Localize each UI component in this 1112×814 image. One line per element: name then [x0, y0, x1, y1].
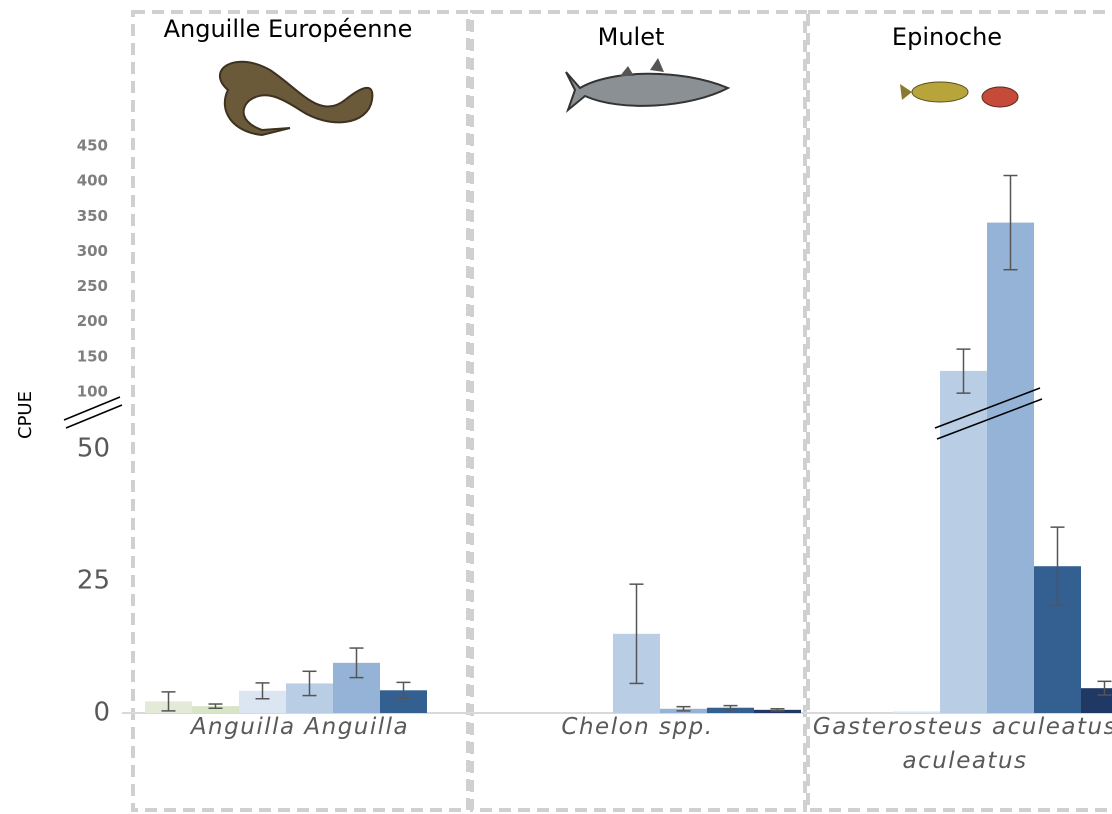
- error-bar: [629, 583, 644, 685]
- y-tick-label: 0: [93, 698, 110, 728]
- y-tick-label: 25: [77, 566, 110, 596]
- y-tick-label: 150: [77, 347, 108, 365]
- panel-frame: [131, 10, 470, 812]
- bar: [893, 711, 940, 713]
- y-tick-label: 50: [77, 434, 110, 464]
- error-bar: [396, 681, 411, 699]
- error-bar: [255, 682, 270, 700]
- stickleback-image: [981, 86, 1019, 108]
- panel-title: Mulet: [598, 23, 665, 51]
- mullet-image: [565, 71, 731, 114]
- error-bar: [349, 647, 364, 679]
- break-line: [65, 404, 123, 429]
- bar: [380, 690, 427, 713]
- break-line: [63, 396, 121, 421]
- y-tick-label: 200: [77, 312, 108, 330]
- y-tick-label: 400: [77, 172, 108, 190]
- eel-image: [219, 60, 374, 137]
- category-label: Anguilla Anguilla: [190, 714, 410, 740]
- panel-title: Epinoche: [892, 23, 1002, 51]
- break-line: [936, 398, 1043, 440]
- error-bar: [161, 691, 176, 712]
- bar-break: [934, 387, 1043, 440]
- y-tick-label: 250: [77, 277, 108, 295]
- error-bar: [956, 348, 971, 394]
- bar: [239, 690, 286, 713]
- error-bar: [723, 704, 738, 711]
- error-bar: [1003, 174, 1018, 271]
- y-tick-label: 450: [77, 137, 108, 155]
- axis-break: [63, 396, 123, 429]
- y-axis-label: CPUE: [15, 391, 36, 439]
- bar: [940, 370, 987, 713]
- stickleback-image: [911, 81, 969, 103]
- y-tick-label: 300: [77, 242, 108, 260]
- mullet-fins: [620, 58, 664, 76]
- error-bar: [1050, 526, 1065, 607]
- category-label: Chelon spp.: [561, 714, 714, 740]
- category-label: Gasterosteus aculeatus aculeatus: [812, 714, 1112, 774]
- panel-frames: [131, 10, 1112, 812]
- bar: [192, 706, 239, 713]
- break-line: [934, 387, 1041, 429]
- stickleback-tail: [900, 84, 912, 100]
- bar: [1081, 688, 1112, 713]
- bar: [987, 222, 1034, 713]
- y-tick-label: 350: [77, 207, 108, 225]
- panel-title: Anguille Européenne: [164, 15, 413, 43]
- error-bar: [1097, 680, 1112, 696]
- error-bar: [208, 703, 223, 709]
- y-tick-label: 100: [77, 383, 108, 401]
- panel-frame: [470, 10, 807, 812]
- error-bar: [676, 705, 691, 712]
- panel-frame: [806, 10, 1112, 812]
- error-bar: [770, 708, 785, 712]
- error-bar: [302, 670, 317, 697]
